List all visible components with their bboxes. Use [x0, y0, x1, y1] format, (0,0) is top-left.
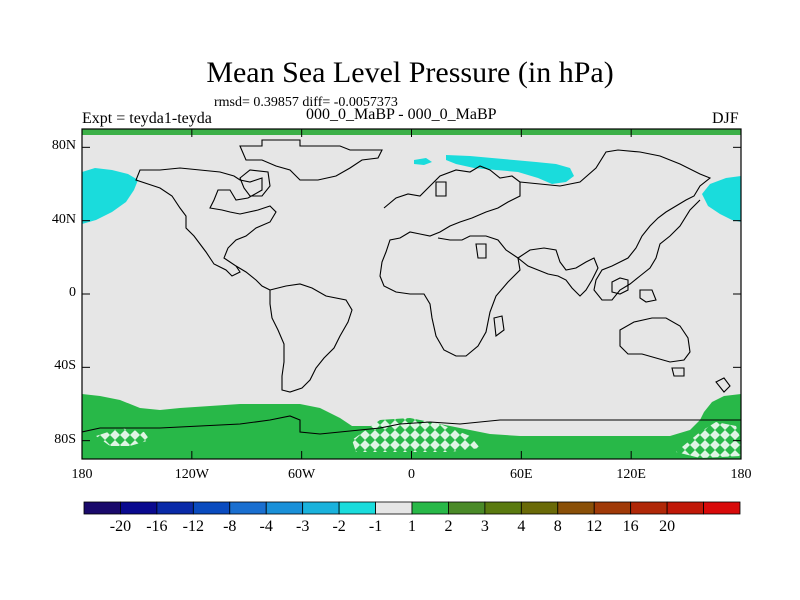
season-label: DJF [712, 110, 739, 127]
colorbar-swatch-15 [630, 501, 668, 515]
colorbar-swatch-14 [593, 501, 632, 515]
colorbar-label: -8 [223, 518, 237, 535]
colorbar-label: -3 [295, 518, 310, 535]
lon-label: 60W [288, 467, 316, 482]
colorbar-swatch-12 [520, 501, 559, 515]
colorbar [83, 501, 741, 515]
colorbar-swatch-4 [229, 501, 267, 515]
anomaly-negative-northwest [82, 168, 138, 224]
colorbar-label: -1 [368, 518, 383, 535]
lon-label: 180 [71, 467, 93, 482]
lon-ticks [81, 129, 742, 459]
colorbar-label: 16 [622, 518, 639, 535]
anomaly-hatched-southern [96, 428, 150, 446]
colorbar-swatch-6 [302, 501, 340, 515]
subtitle: 000_0_MaBP - 000_0_MaBP [306, 106, 497, 123]
colorbar-swatch-5 [265, 501, 304, 515]
anomaly-negative-siberia [446, 155, 574, 184]
colorbar-label: 1 [408, 518, 416, 535]
colorbar-label: 2 [444, 518, 453, 535]
anomaly-negative-northeast [702, 176, 741, 222]
lat-ticks [82, 146, 741, 442]
colorbar-label: 8 [553, 518, 562, 535]
colorbar-swatch-9 [411, 501, 449, 515]
anomaly-negative-arctic-fleck [414, 158, 432, 165]
chart-title: Mean Sea Level Pressure (in hPa) [206, 56, 614, 89]
coastlines [82, 139, 741, 435]
anomaly-hatched-southern-3 [676, 422, 741, 458]
colorbar-label: -4 [259, 518, 273, 535]
colorbar-swatch-2 [156, 501, 194, 515]
lat-label: 40S [54, 358, 76, 374]
colorbar-swatch-17 [703, 501, 741, 515]
lat-label: 40N [51, 211, 76, 227]
experiment-label: Expt = teyda1-teyda [82, 110, 212, 127]
colorbar-label: -2 [332, 518, 346, 535]
lat-label: 80S [54, 431, 76, 447]
colorbar-label: 20 [659, 518, 676, 535]
stats-line: rmsd= 0.39857 diff= -0.0057373 [214, 95, 398, 110]
colorbar-swatch-11 [484, 501, 522, 515]
lat-label: 80N [51, 138, 76, 154]
anomaly-hatched-southern-2 [352, 418, 480, 452]
colorbar-swatch-10 [448, 501, 486, 515]
colorbar-label: -12 [182, 518, 204, 535]
colorbar-swatch-8 [375, 501, 413, 515]
colorbar-swatch-3 [192, 501, 231, 515]
colorbar-swatch-16 [666, 501, 704, 515]
colorbar-label: 3 [480, 518, 489, 535]
colorbar-label: -16 [146, 518, 168, 535]
lon-label: 120E [616, 467, 646, 482]
lon-label: 0 [408, 467, 415, 482]
colorbar-label: 12 [586, 518, 603, 535]
colorbar-label: 4 [517, 518, 526, 535]
colorbar-swatch-13 [557, 501, 595, 515]
lat-label: 0 [69, 285, 76, 300]
colorbar-swatch-7 [338, 501, 376, 515]
colorbar-swatch-1 [120, 501, 158, 515]
lon-label: 180 [730, 467, 752, 482]
lon-label: 60E [510, 467, 533, 482]
lon-label: 120W [174, 467, 209, 482]
colorbar-swatch-0 [83, 501, 121, 515]
colorbar-label: -20 [109, 518, 132, 535]
